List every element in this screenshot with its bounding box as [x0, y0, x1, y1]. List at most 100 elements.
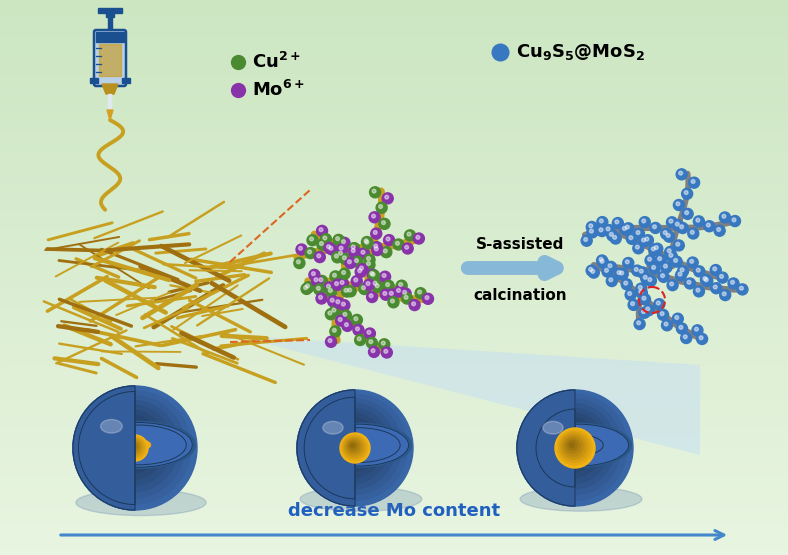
Circle shape — [381, 289, 392, 300]
Circle shape — [723, 292, 727, 296]
Circle shape — [609, 233, 613, 236]
Circle shape — [296, 260, 300, 264]
Circle shape — [600, 219, 604, 223]
Circle shape — [389, 291, 393, 295]
Circle shape — [316, 293, 327, 304]
Ellipse shape — [568, 441, 587, 449]
Bar — [0, 107, 788, 112]
Circle shape — [615, 268, 626, 279]
Ellipse shape — [128, 441, 148, 449]
Bar — [0, 359, 788, 364]
Circle shape — [340, 281, 344, 285]
Circle shape — [704, 221, 715, 232]
Circle shape — [641, 238, 645, 242]
Circle shape — [730, 215, 741, 226]
Circle shape — [526, 399, 622, 495]
Bar — [0, 129, 788, 134]
Circle shape — [340, 310, 351, 321]
Circle shape — [106, 420, 154, 468]
Bar — [0, 500, 788, 504]
Circle shape — [333, 234, 344, 245]
Bar — [0, 540, 788, 545]
Circle shape — [317, 286, 320, 290]
Ellipse shape — [304, 423, 411, 467]
Circle shape — [314, 408, 390, 483]
Circle shape — [344, 289, 348, 292]
Bar — [0, 144, 788, 149]
Circle shape — [374, 244, 377, 248]
Ellipse shape — [132, 443, 141, 446]
Circle shape — [561, 434, 586, 459]
Circle shape — [373, 281, 384, 292]
Circle shape — [326, 284, 330, 288]
Bar — [96, 32, 124, 42]
Circle shape — [319, 412, 384, 478]
Ellipse shape — [76, 490, 206, 516]
Bar — [0, 333, 788, 337]
Circle shape — [582, 235, 592, 246]
Circle shape — [690, 259, 693, 263]
Circle shape — [639, 290, 643, 294]
Bar — [0, 63, 788, 68]
Circle shape — [372, 214, 376, 218]
Circle shape — [404, 230, 415, 241]
Circle shape — [685, 211, 689, 215]
Circle shape — [357, 264, 368, 275]
Circle shape — [623, 258, 634, 269]
Bar — [0, 85, 788, 90]
Circle shape — [391, 299, 394, 303]
Circle shape — [374, 230, 377, 234]
Circle shape — [381, 246, 392, 258]
Circle shape — [339, 251, 343, 255]
Bar — [106, 13, 114, 17]
Bar — [0, 33, 788, 38]
Bar — [0, 278, 788, 282]
Circle shape — [345, 258, 356, 269]
Bar — [0, 152, 788, 157]
Circle shape — [402, 293, 413, 304]
Bar — [0, 304, 788, 308]
Circle shape — [702, 275, 713, 286]
Circle shape — [684, 190, 688, 194]
Circle shape — [369, 270, 380, 281]
Bar — [0, 411, 788, 415]
Bar — [0, 0, 788, 4]
Ellipse shape — [96, 427, 180, 462]
Circle shape — [336, 244, 348, 255]
Circle shape — [332, 252, 343, 263]
Bar — [0, 48, 788, 53]
Circle shape — [353, 325, 364, 336]
Circle shape — [612, 218, 623, 229]
Bar — [0, 337, 788, 341]
Circle shape — [624, 281, 628, 285]
Circle shape — [303, 282, 314, 292]
Wedge shape — [106, 418, 135, 477]
Wedge shape — [79, 391, 135, 504]
Bar — [0, 537, 788, 541]
Wedge shape — [297, 390, 355, 506]
Circle shape — [604, 225, 615, 236]
Circle shape — [678, 273, 682, 276]
Bar — [0, 218, 788, 223]
Wedge shape — [333, 427, 353, 466]
Circle shape — [394, 286, 405, 297]
Bar — [0, 437, 788, 441]
Circle shape — [359, 248, 370, 259]
Circle shape — [667, 234, 670, 238]
Bar — [0, 496, 788, 501]
Circle shape — [685, 278, 696, 289]
Bar — [0, 140, 788, 145]
Bar — [0, 240, 788, 245]
Circle shape — [634, 228, 645, 239]
Circle shape — [589, 224, 593, 228]
Wedge shape — [306, 399, 355, 496]
Wedge shape — [517, 390, 575, 506]
Text: S-assisted: S-assisted — [476, 237, 564, 252]
Bar — [0, 96, 788, 101]
Circle shape — [676, 323, 687, 334]
Circle shape — [366, 291, 377, 302]
Circle shape — [646, 307, 649, 311]
Ellipse shape — [570, 442, 585, 448]
Circle shape — [660, 228, 671, 239]
Ellipse shape — [102, 430, 174, 460]
